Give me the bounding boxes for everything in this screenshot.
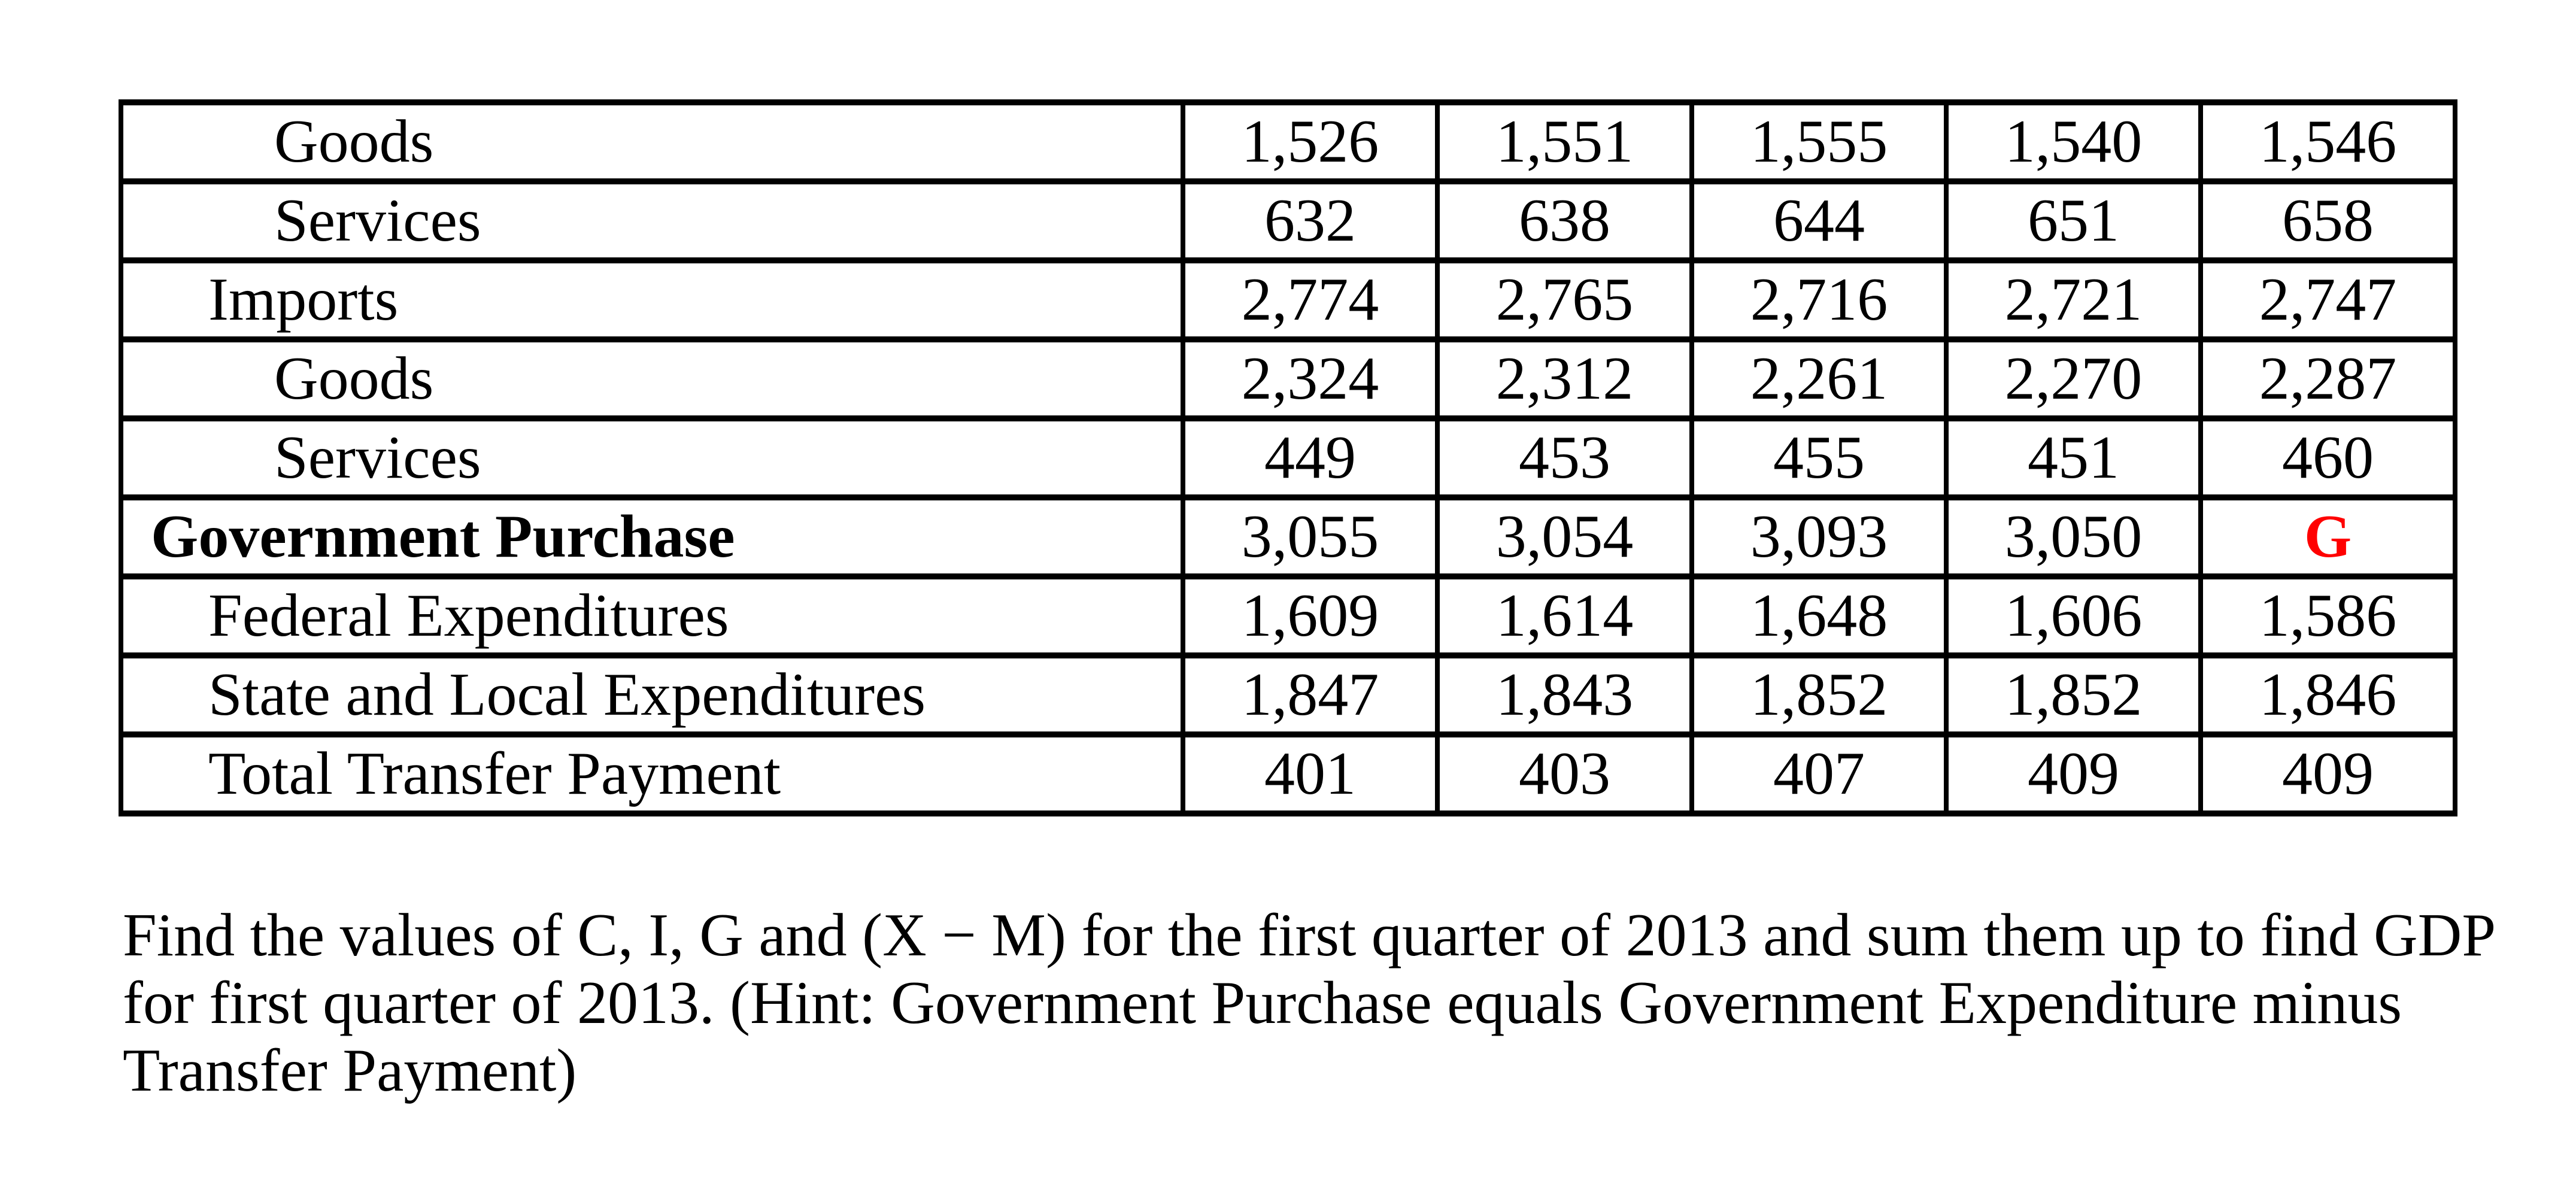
value-cell: 453 <box>1435 415 1694 500</box>
value-cell: 2,721 <box>1944 257 2203 342</box>
value-cell: 460 <box>2198 415 2457 500</box>
value-cell: 2,312 <box>1435 336 1694 421</box>
gdp-table-body: Goods 1,526 1,551 1,555 1,540 1,546 Services 63… <box>119 99 2457 816</box>
table-row: Services 632 638 644 651 658 <box>119 178 2457 263</box>
value-cell: 2,287 <box>2198 336 2457 421</box>
value-cell: 455 <box>1689 415 1949 500</box>
value-cell: 2,270 <box>1944 336 2203 421</box>
row-label: Services <box>119 178 1185 263</box>
question-line: for first quarter of 2013. (Hint: Govern… <box>123 969 2402 1037</box>
question-line: Transfer Payment) <box>123 1037 577 1104</box>
value-cell: 638 <box>1435 178 1694 263</box>
value-cell: 1,609 <box>1181 573 1440 658</box>
unknown-value-cell-G: G <box>2198 494 2457 579</box>
table-row: Total Transfer Payment 401 403 407 409 409 <box>119 731 2457 816</box>
value-cell: 409 <box>2198 731 2457 816</box>
gdp-components-table: Goods 1,526 1,551 1,555 1,540 1,546 Services 63… <box>119 99 2457 816</box>
value-cell: 409 <box>1944 731 2203 816</box>
row-label: Goods <box>119 99 1185 184</box>
row-label: Federal Expenditures <box>119 573 1185 658</box>
value-cell: 1,843 <box>1435 652 1694 737</box>
row-label: Imports <box>119 257 1185 342</box>
value-cell: 1,551 <box>1435 99 1694 184</box>
value-cell: 1,586 <box>2198 573 2457 658</box>
value-cell: 1,648 <box>1689 573 1949 658</box>
value-cell: 403 <box>1435 731 1694 816</box>
value-cell: 1,846 <box>2198 652 2457 737</box>
value-cell: 3,050 <box>1944 494 2203 579</box>
value-cell: 2,747 <box>2198 257 2457 342</box>
value-cell: 3,054 <box>1435 494 1694 579</box>
value-cell: 1,526 <box>1181 99 1440 184</box>
value-cell: 1,847 <box>1181 652 1440 737</box>
table-row: Goods 1,526 1,551 1,555 1,540 1,546 <box>119 99 2457 184</box>
table-row: Goods 2,324 2,312 2,261 2,270 2,287 <box>119 336 2457 421</box>
value-cell: 2,716 <box>1689 257 1949 342</box>
table-row: State and Local Expenditures 1,847 1,843 1,… <box>119 652 2457 737</box>
question-line: Find the values of C, I, G and (X − M) f… <box>123 901 2496 969</box>
value-cell: 407 <box>1689 731 1949 816</box>
value-cell: 2,324 <box>1181 336 1440 421</box>
value-cell: 3,093 <box>1689 494 1949 579</box>
value-cell: 2,261 <box>1689 336 1949 421</box>
row-label: Goods <box>119 336 1185 421</box>
value-cell: 451 <box>1944 415 2203 500</box>
value-cell: 632 <box>1181 178 1440 263</box>
value-cell: 1,546 <box>2198 99 2457 184</box>
row-label: Government Purchase <box>119 494 1185 579</box>
value-cell: 1,555 <box>1689 99 1949 184</box>
value-cell: 401 <box>1181 731 1440 816</box>
table-row: Imports 2,774 2,765 2,716 2,721 2,747 <box>119 257 2457 342</box>
value-cell: 1,540 <box>1944 99 2203 184</box>
value-cell: 658 <box>2198 178 2457 263</box>
row-label: State and Local Expenditures <box>119 652 1185 737</box>
value-cell: 1,852 <box>1944 652 2203 737</box>
value-cell: 3,055 <box>1181 494 1440 579</box>
value-cell: 1,606 <box>1944 573 2203 658</box>
value-cell: 1,852 <box>1689 652 1949 737</box>
table-row: Services 449 453 455 451 460 <box>119 415 2457 500</box>
value-cell: 651 <box>1944 178 2203 263</box>
row-label: Total Transfer Payment <box>119 731 1185 816</box>
question-paragraph: Find the values of C, I, G and (X − M) f… <box>123 901 2529 1104</box>
value-cell: 449 <box>1181 415 1440 500</box>
table-row: Government Purchase 3,055 3,054 3,093 3,050 G <box>119 494 2457 579</box>
value-cell: 1,614 <box>1435 573 1694 658</box>
row-label: Services <box>119 415 1185 500</box>
value-cell: 2,765 <box>1435 257 1694 342</box>
table-row: Federal Expenditures 1,609 1,614 1,648 1,606… <box>119 573 2457 658</box>
value-cell: 2,774 <box>1181 257 1440 342</box>
value-cell: 644 <box>1689 178 1949 263</box>
